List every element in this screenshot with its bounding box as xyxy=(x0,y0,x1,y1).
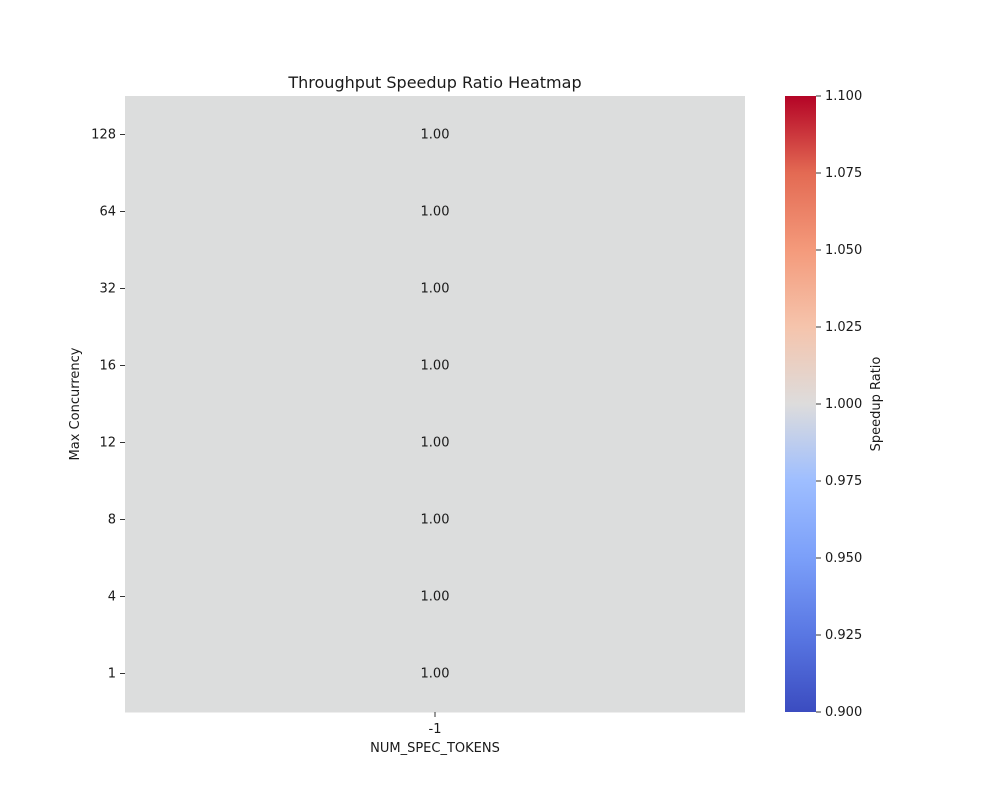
heatmap-cell xyxy=(125,404,745,482)
colorbar-tick-label: 0.975 xyxy=(825,474,862,489)
y-tick-label: 12 xyxy=(99,436,116,451)
cell-value-label: 1.00 xyxy=(421,282,450,297)
y-tick-label: 64 xyxy=(99,205,116,220)
cell-value-label: 1.00 xyxy=(421,436,450,451)
cell-value-label: 1.00 xyxy=(421,590,450,605)
heatmap-cell xyxy=(125,558,745,636)
y-tick-label: 16 xyxy=(99,359,116,374)
heatmap-cell xyxy=(125,173,745,251)
y-tick-label: 128 xyxy=(91,128,116,143)
colorbar-ticks: 0.900 0.925 0.950 0.975 1.000 1.025 1.050 1.075… xyxy=(816,89,862,720)
colorbar-tick-label: 0.950 xyxy=(825,551,862,566)
x-axis-ticks: -1 xyxy=(429,712,442,737)
y-axis-label: Max Concurrency xyxy=(68,347,83,460)
x-axis-label: NUM_SPEC_TOKENS xyxy=(370,741,500,756)
colorbar-tick-label: 1.025 xyxy=(825,320,862,335)
colorbar-label: Speedup Ratio xyxy=(869,357,884,452)
colorbar-tick-label: 1.000 xyxy=(825,397,862,412)
colorbar-tick-label: 1.100 xyxy=(825,89,862,104)
colorbar xyxy=(785,96,816,712)
heatmap-cell xyxy=(125,327,745,405)
cell-value-label: 1.00 xyxy=(421,667,450,682)
cell-value-label: 1.00 xyxy=(421,128,450,143)
y-tick-label: 1 xyxy=(108,667,116,682)
cell-value-label: 1.00 xyxy=(421,359,450,374)
y-tick-label: 32 xyxy=(99,282,116,297)
y-tick-label: 8 xyxy=(108,513,116,528)
cell-value-label: 1.00 xyxy=(421,513,450,528)
colorbar-tick-label: 0.900 xyxy=(825,705,862,720)
colorbar-tick-label: 1.075 xyxy=(825,166,862,181)
cell-value-label: 1.00 xyxy=(421,205,450,220)
heatmap-cell xyxy=(125,635,745,713)
colorbar-tick-label: 1.050 xyxy=(825,243,862,258)
heatmap-cells: 1.00 1.00 1.00 1.00 1.00 1.00 1.00 1.00 xyxy=(125,96,745,713)
heatmap-cell xyxy=(125,250,745,328)
colorbar-tick-label: 0.925 xyxy=(825,628,862,643)
y-tick-label: 4 xyxy=(108,590,116,605)
heatmap-cell xyxy=(125,481,745,559)
chart-title: Throughput Speedup Ratio Heatmap xyxy=(287,73,581,92)
heatmap-cell xyxy=(125,96,745,174)
x-tick-label: -1 xyxy=(429,722,442,737)
